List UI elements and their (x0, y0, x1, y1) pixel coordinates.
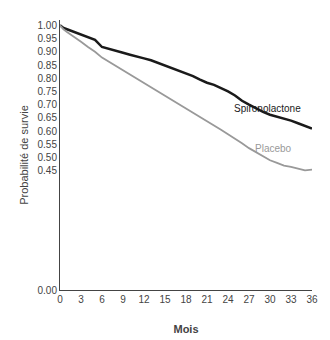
svg-text:36: 36 (306, 294, 318, 305)
svg-text:0.85: 0.85 (38, 60, 58, 71)
svg-text:3: 3 (78, 294, 84, 305)
svg-text:0.90: 0.90 (38, 46, 58, 57)
svg-text:0.70: 0.70 (38, 99, 58, 110)
svg-text:0.65: 0.65 (38, 112, 58, 123)
svg-text:6: 6 (99, 294, 105, 305)
svg-text:15: 15 (159, 294, 171, 305)
svg-text:0: 0 (57, 294, 63, 305)
svg-text:Placebo: Placebo (255, 143, 292, 154)
svg-text:0.55: 0.55 (38, 139, 58, 150)
svg-text:9: 9 (120, 294, 126, 305)
svg-text:30: 30 (264, 294, 276, 305)
svg-text:18: 18 (180, 294, 192, 305)
svg-text:24: 24 (222, 294, 234, 305)
svg-text:0.60: 0.60 (38, 126, 58, 137)
svg-text:33: 33 (285, 294, 297, 305)
svg-text:12: 12 (138, 294, 150, 305)
svg-text:0.75: 0.75 (38, 86, 58, 97)
svg-text:Mois: Mois (173, 323, 198, 335)
svg-text:1.00: 1.00 (38, 20, 58, 31)
svg-text:27: 27 (243, 294, 255, 305)
svg-text:0.00: 0.00 (38, 285, 58, 296)
svg-text:0.50: 0.50 (38, 152, 58, 163)
svg-text:0.80: 0.80 (38, 73, 58, 84)
svg-text:Probabilité de survie: Probabilité de survie (18, 105, 30, 205)
svg-text:0.95: 0.95 (38, 33, 58, 44)
svg-text:0.45: 0.45 (38, 165, 58, 176)
svg-text:Spironolactone: Spironolactone (234, 103, 301, 114)
svg-text:21: 21 (201, 294, 213, 305)
